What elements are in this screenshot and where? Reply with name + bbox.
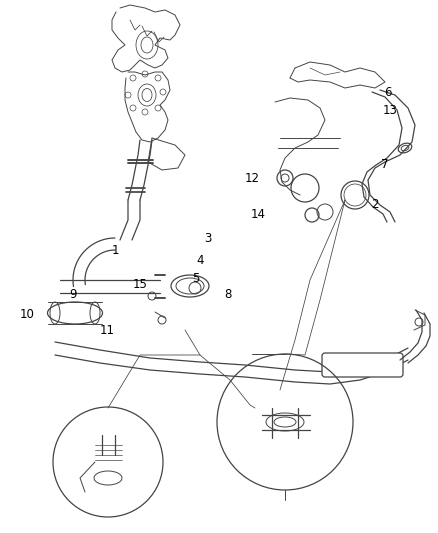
Text: 1: 1 <box>111 244 119 256</box>
Text: 8: 8 <box>224 288 232 302</box>
Text: 9: 9 <box>69 288 77 302</box>
Text: 7: 7 <box>381 158 389 172</box>
FancyBboxPatch shape <box>322 353 403 377</box>
Text: 2: 2 <box>371 198 379 212</box>
Text: 3: 3 <box>204 231 212 245</box>
Text: 5: 5 <box>192 271 200 285</box>
Text: 10: 10 <box>20 309 35 321</box>
Text: 15: 15 <box>133 279 148 292</box>
Text: 14: 14 <box>251 208 265 222</box>
Text: 11: 11 <box>99 324 114 336</box>
Text: 13: 13 <box>382 103 397 117</box>
Text: 6: 6 <box>384 86 392 100</box>
Text: 4: 4 <box>196 254 204 266</box>
Text: 12: 12 <box>244 172 259 184</box>
